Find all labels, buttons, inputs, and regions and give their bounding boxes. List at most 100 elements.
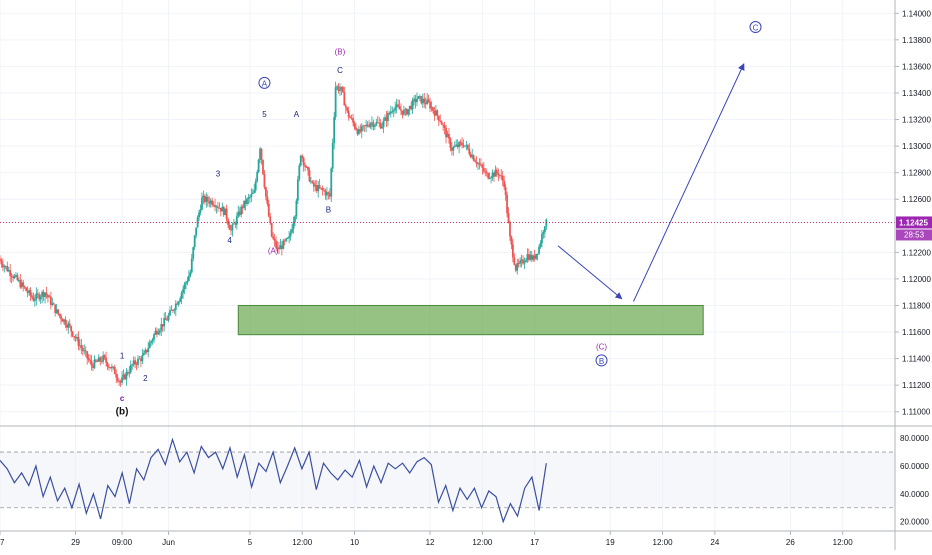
candle-body [320, 187, 322, 189]
candle-body [6, 266, 9, 272]
candles [0, 81, 548, 387]
candle-body [459, 142, 462, 143]
candle-body [249, 197, 251, 198]
candle-body [304, 165, 307, 167]
candle-body [414, 98, 417, 103]
candle-body [25, 287, 28, 291]
candle-body [289, 232, 292, 237]
candle-body [110, 366, 113, 369]
candle-body [228, 224, 231, 230]
candle-body [389, 111, 392, 114]
candle-body [31, 295, 33, 298]
demand-zone-rect [237, 304, 704, 336]
time-tick-label: 12 [426, 538, 435, 547]
demand-zone [237, 304, 704, 336]
candle-body [295, 200, 298, 217]
candle-body [420, 96, 423, 104]
candle-body [498, 175, 501, 176]
candle-body [387, 112, 389, 122]
candle-body [238, 211, 241, 215]
candle-body [141, 355, 144, 362]
time-tick-label: 12:00 [833, 538, 854, 547]
candle-body [4, 266, 7, 267]
candle-body [504, 187, 507, 195]
projection-arrow [557, 245, 623, 300]
candle-body [535, 253, 538, 259]
wave-label-circle [258, 76, 271, 89]
candle-body [67, 323, 70, 328]
candle-body [51, 303, 54, 305]
candle-body [291, 229, 293, 233]
candle-body [497, 173, 500, 176]
last-price-value: 1.12425 [899, 218, 928, 227]
candle-body [404, 109, 407, 110]
candle-body [93, 359, 96, 368]
candle-body [235, 216, 238, 225]
candle-body [485, 171, 488, 174]
candle-body [92, 365, 94, 368]
candle-body [57, 309, 60, 314]
candle-body [80, 345, 83, 349]
candle-body [448, 133, 450, 139]
candle-body [106, 362, 109, 367]
candle-body [135, 364, 138, 366]
candle-body [45, 292, 48, 296]
candle-body [145, 349, 148, 353]
candle-body [421, 98, 424, 104]
candle-body [501, 175, 504, 181]
wave-label-circled: B [599, 357, 604, 366]
candle-body [64, 319, 67, 326]
price-tick-label: 1.11800 [902, 301, 931, 310]
wave-label: C [337, 66, 343, 75]
candle-body [525, 260, 527, 263]
candle-body [102, 355, 105, 362]
candle-body [9, 270, 12, 276]
candle-body [430, 107, 433, 109]
candle-body [510, 236, 513, 245]
candle-body [466, 144, 469, 149]
candle-body [432, 107, 434, 111]
candle-body [23, 286, 26, 288]
candle-body [148, 343, 151, 349]
candle-body [417, 96, 420, 99]
oscillator-pane [0, 425, 932, 524]
time-tick-label: 24 [710, 538, 719, 547]
candle-body [543, 226, 546, 233]
candle-body [240, 206, 243, 215]
candle-body [400, 109, 402, 111]
candle-body [132, 360, 135, 365]
candle-body [250, 193, 253, 198]
candle-body [160, 324, 163, 331]
projection-arrows [557, 63, 745, 302]
candle-body [458, 142, 461, 148]
candle-body [179, 298, 182, 302]
candle-body [87, 358, 90, 360]
candle-body [475, 161, 478, 164]
wave-label-circled: A [262, 79, 268, 88]
candle-body [199, 209, 202, 213]
candle-body [493, 172, 495, 177]
price-tick-label: 1.12200 [902, 248, 931, 257]
candle-body [211, 200, 214, 205]
candle-body [509, 222, 511, 237]
candle-body [33, 299, 36, 301]
candle-body [190, 258, 193, 273]
candle-body [477, 163, 479, 165]
candle-body [471, 155, 474, 158]
candle-body [310, 181, 312, 183]
candle-body [142, 353, 145, 356]
candle-body [487, 173, 490, 179]
candle-body [462, 145, 465, 147]
candle-body [126, 372, 129, 374]
candle-body [530, 254, 533, 260]
oscillator-line [0, 437, 547, 524]
candle-body [443, 125, 446, 129]
candle-body [517, 263, 520, 264]
candle-body [366, 124, 369, 127]
candle-body [513, 257, 516, 265]
candle-body [468, 148, 471, 154]
candle-body [61, 319, 64, 322]
wave-label-circle [595, 354, 608, 367]
